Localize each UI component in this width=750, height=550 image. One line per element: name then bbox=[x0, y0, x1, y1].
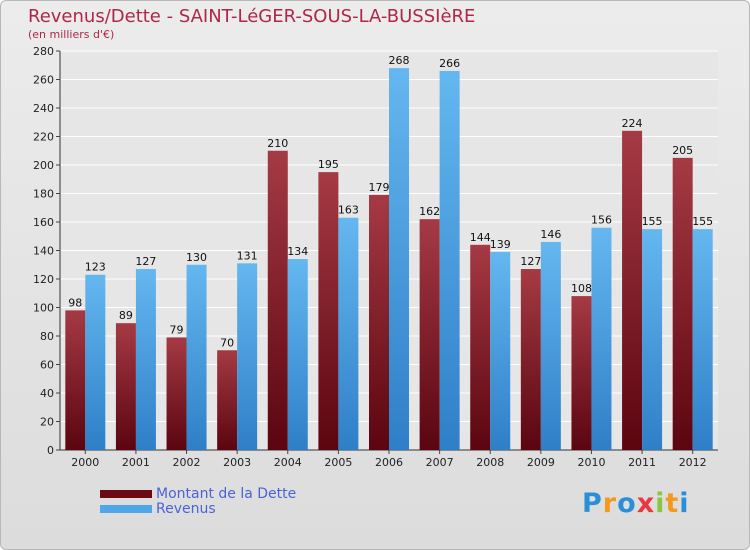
y-tick-label: 80 bbox=[40, 330, 54, 343]
revenue-value-label: 134 bbox=[287, 245, 308, 258]
y-tick-label: 100 bbox=[33, 302, 54, 315]
revenue-bar bbox=[237, 263, 258, 450]
logo-letter: r bbox=[602, 488, 618, 519]
y-tick-label: 40 bbox=[40, 387, 54, 400]
debt-value-label: 144 bbox=[470, 231, 491, 244]
debt-bar bbox=[267, 150, 288, 450]
logo-letter: t bbox=[665, 488, 680, 519]
y-tick-label: 0 bbox=[47, 444, 54, 457]
y-tick-label: 260 bbox=[33, 74, 54, 87]
debt-bar bbox=[622, 130, 643, 451]
debt-bar bbox=[571, 296, 592, 450]
legend: Montant de la Dette Revenus bbox=[100, 485, 297, 517]
revenue-value-label: 163 bbox=[338, 204, 359, 217]
logo-letter: i bbox=[679, 488, 690, 519]
x-tick-label: 2005 bbox=[324, 456, 352, 469]
revenue-value-label: 127 bbox=[135, 255, 156, 268]
debt-value-label: 79 bbox=[170, 323, 184, 336]
debt-bar bbox=[115, 323, 136, 450]
debt-value-label: 205 bbox=[672, 144, 693, 157]
x-tick-label: 2010 bbox=[577, 456, 605, 469]
debt-bar bbox=[65, 310, 86, 450]
revenue-bar bbox=[338, 217, 359, 450]
chart-title: Revenus/Dette - SAINT-LéGER-SOUS-LA-BUSS… bbox=[28, 6, 476, 27]
chart-subtitle: (en milliers d'€) bbox=[28, 28, 115, 41]
revenue-value-label: 130 bbox=[186, 251, 207, 264]
revenue-bar bbox=[287, 259, 308, 450]
debt-bar bbox=[217, 350, 238, 450]
legend-swatch-debt bbox=[100, 489, 152, 498]
legend-swatch-revenue bbox=[100, 504, 152, 513]
revenue-bar bbox=[642, 229, 663, 450]
revenue-bar bbox=[389, 68, 409, 450]
revenue-value-label: 266 bbox=[439, 57, 460, 70]
revenue-value-label: 131 bbox=[237, 249, 258, 262]
revenue-bar bbox=[85, 274, 106, 450]
x-tick-label: 2008 bbox=[476, 456, 504, 469]
debt-value-label: 210 bbox=[267, 137, 288, 150]
logo-letter: o bbox=[617, 488, 637, 519]
debt-bar bbox=[369, 194, 389, 450]
legend-item-debt: Montant de la Dette bbox=[100, 485, 297, 502]
debt-bar bbox=[318, 172, 339, 450]
y-tick-label: 20 bbox=[40, 416, 54, 429]
debt-value-label: 89 bbox=[119, 309, 133, 322]
y-tick-label: 120 bbox=[33, 273, 54, 286]
x-tick-label: 2009 bbox=[527, 456, 555, 469]
revenue-value-label: 155 bbox=[692, 215, 713, 228]
debt-value-label: 162 bbox=[419, 205, 440, 218]
revenue-bar bbox=[540, 241, 561, 450]
revenue-bar bbox=[591, 227, 612, 450]
x-tick-label: 2001 bbox=[122, 456, 150, 469]
x-tick-label: 2012 bbox=[679, 456, 707, 469]
debt-value-label: 179 bbox=[369, 181, 390, 194]
revenue-value-label: 146 bbox=[540, 228, 561, 241]
x-tick-label: 2006 bbox=[375, 456, 403, 469]
debt-bar bbox=[470, 244, 491, 450]
x-tick-label: 2002 bbox=[173, 456, 201, 469]
revenue-value-label: 123 bbox=[85, 261, 106, 274]
proxiti-logo: Proxiti bbox=[582, 488, 690, 519]
debt-bar bbox=[520, 269, 541, 450]
logo-letter: i bbox=[655, 488, 666, 519]
debt-bar bbox=[419, 219, 440, 450]
y-tick-label: 200 bbox=[33, 159, 54, 172]
legend-label-debt: Montant de la Dette bbox=[156, 485, 297, 502]
revenue-bar bbox=[135, 269, 156, 450]
y-tick-label: 280 bbox=[33, 45, 54, 58]
legend-item-revenue: Revenus bbox=[100, 500, 296, 517]
revenue-bar bbox=[490, 251, 511, 450]
x-tick-label: 2007 bbox=[426, 456, 454, 469]
y-tick-label: 180 bbox=[33, 188, 54, 201]
x-tick-label: 2003 bbox=[223, 456, 251, 469]
debt-value-label: 127 bbox=[520, 255, 541, 268]
x-tick-label: 2004 bbox=[274, 456, 302, 469]
debt-value-label: 224 bbox=[622, 117, 643, 130]
revenue-bar bbox=[692, 229, 713, 450]
debt-value-label: 108 bbox=[571, 282, 592, 295]
y-tick-label: 160 bbox=[33, 216, 54, 229]
revenue-value-label: 139 bbox=[490, 238, 511, 251]
revenue-value-label: 268 bbox=[389, 54, 410, 67]
debt-value-label: 70 bbox=[220, 336, 234, 349]
x-tick-label: 2000 bbox=[71, 456, 99, 469]
logo-letter: x bbox=[636, 488, 656, 519]
y-tick-label: 140 bbox=[33, 245, 54, 258]
debt-value-label: 98 bbox=[68, 296, 82, 309]
y-tick-label: 240 bbox=[33, 102, 54, 115]
y-tick-label: 60 bbox=[40, 359, 54, 372]
revenue-value-label: 156 bbox=[591, 214, 612, 227]
x-tick-label: 2011 bbox=[628, 456, 656, 469]
debt-value-label: 195 bbox=[318, 158, 339, 171]
revenue-value-label: 155 bbox=[642, 215, 663, 228]
debt-bar bbox=[166, 337, 187, 450]
debt-bar bbox=[672, 157, 693, 450]
revenue-bar bbox=[186, 264, 207, 450]
y-tick-label: 220 bbox=[33, 131, 54, 144]
revenue-bar bbox=[439, 70, 460, 450]
logo-letter: P bbox=[582, 488, 603, 519]
legend-label-revenue: Revenus bbox=[156, 500, 216, 517]
